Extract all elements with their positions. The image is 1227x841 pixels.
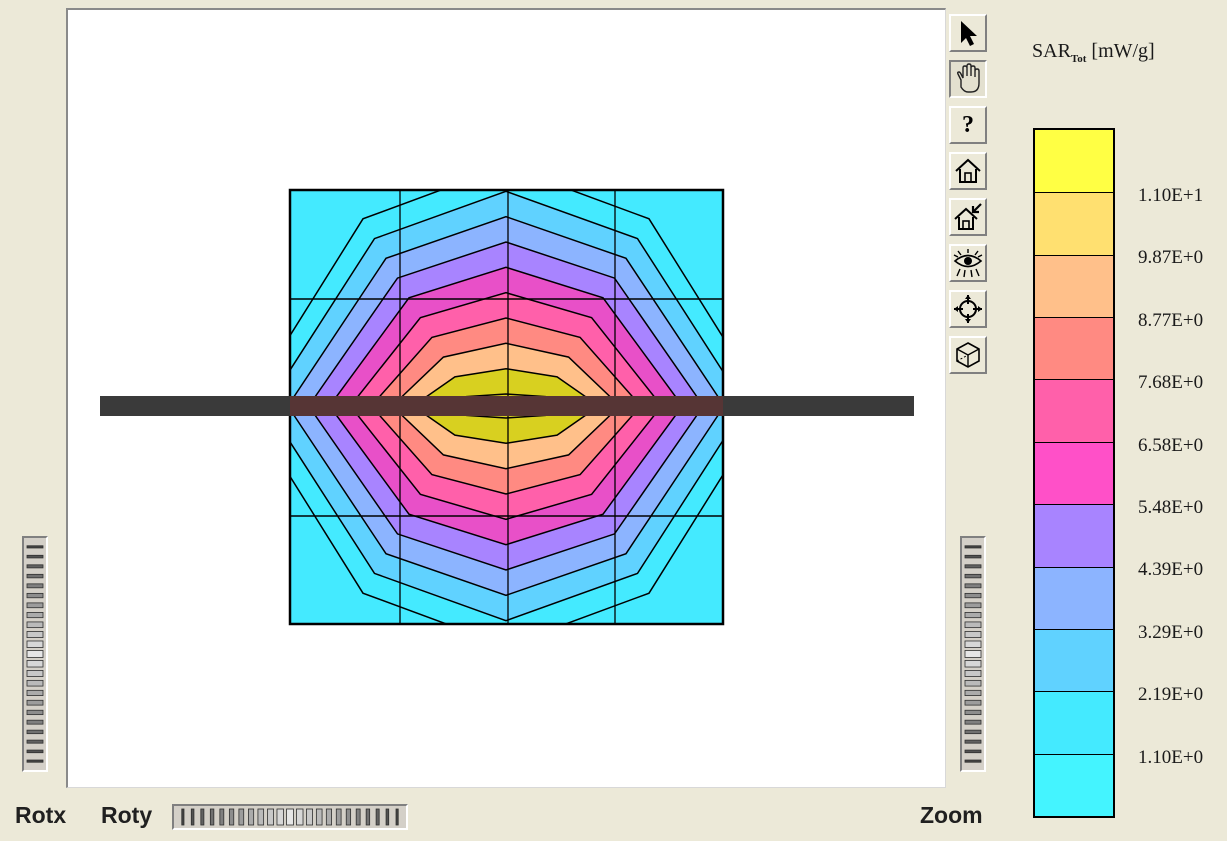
colorbar-band [1035,691,1113,754]
colorbar-band [1035,130,1113,193]
colorbar-band [1035,754,1113,817]
home-zoom-icon [953,202,983,232]
roty-label: Roty [101,802,152,829]
crosshair-icon [953,294,983,324]
select-tool-button[interactable] [949,14,987,52]
colorbar-band [1035,192,1113,255]
help-icon: ? [962,112,974,139]
rotx-wheel[interactable] [22,536,48,772]
legend-title-quantity: SAR [1032,40,1071,62]
colorbar-tick-label: 6.58E+0 [1138,435,1203,457]
home-view-button[interactable] [949,152,987,190]
colorbar-tick-label: 7.68E+0 [1138,372,1203,394]
roty-wheel[interactable] [172,804,408,830]
eye-view-button[interactable] [949,244,987,282]
colorbar-band [1035,442,1113,505]
eye-view-icon [952,247,984,279]
colorbar-band [1035,379,1113,442]
zoom-label: Zoom [920,802,983,829]
colorbar-band [1035,504,1113,567]
3d-viewport[interactable] [66,8,946,788]
pan-hand-icon [952,63,984,95]
colorbar-tick-label: 4.39E+0 [1138,559,1203,581]
probe-bar-overlap [290,396,723,416]
cube-view-icon [953,340,983,370]
rotx-label: Rotx [15,802,66,829]
colorbar-tick-label: 5.48E+0 [1138,497,1203,519]
colorbar-tick-label: 2.19E+0 [1138,684,1203,706]
colorbar-band [1035,317,1113,380]
cube-view-button[interactable] [949,336,987,374]
help-button[interactable]: ? [949,106,987,144]
view-toolbar: ? [949,14,993,382]
colorbar-band [1035,629,1113,692]
center-target-button[interactable] [949,290,987,328]
colorbar-tick-label: 9.87E+0 [1138,247,1203,269]
home-icon [953,156,983,186]
zoom-wheel[interactable] [960,536,986,772]
colorbar-band [1035,255,1113,318]
colorbar-tick-label: 8.77E+0 [1138,310,1203,332]
colorbar-tick-label: 1.10E+1 [1138,185,1203,207]
colorbar-band [1035,567,1113,630]
colorbar-tick-label: 1.10E+0 [1138,747,1203,769]
select-arrow-icon [953,18,983,48]
legend-title-subscript: Tot [1071,53,1087,65]
legend-title: SARTot [mW/g] [1032,40,1155,65]
colorbar-tick-label: 3.29E+0 [1138,622,1203,644]
pan-tool-button[interactable] [949,60,987,98]
home-zoom-button[interactable] [949,198,987,236]
legend-title-unit: [mW/g] [1086,40,1154,62]
colorbar [1033,128,1115,818]
sar-contour-plot [68,10,944,786]
